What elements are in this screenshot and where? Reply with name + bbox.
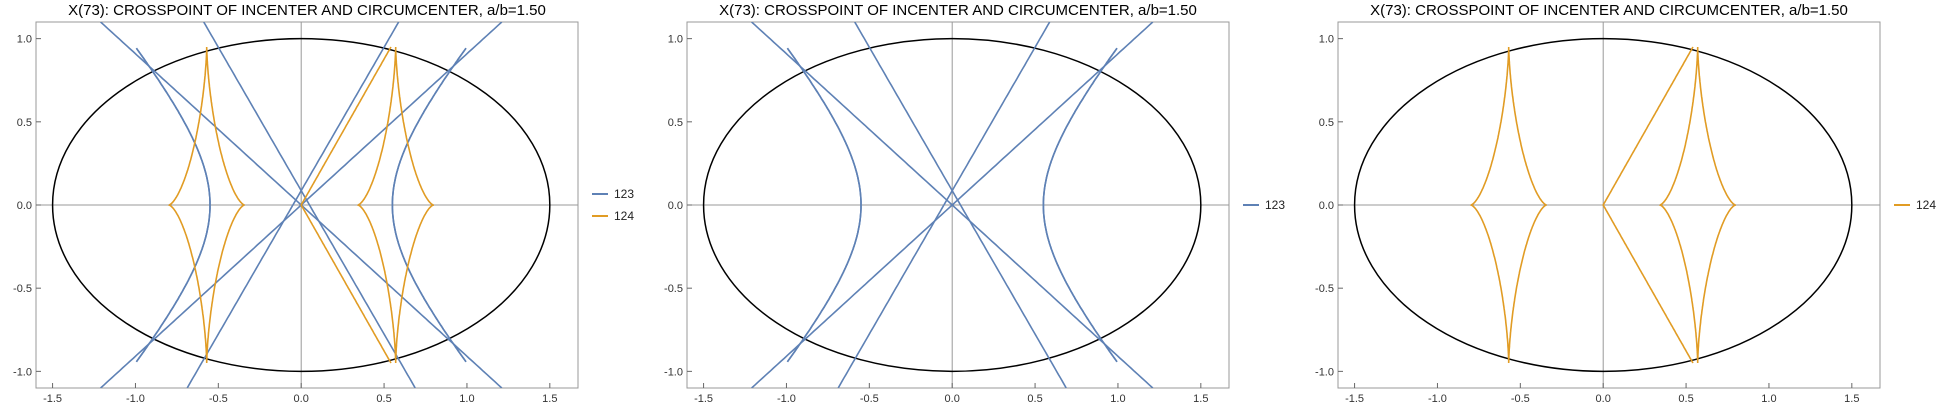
x-tick-label: 0.5 <box>376 393 391 405</box>
x-tick-label: -1.0 <box>1428 393 1447 405</box>
chart-title: X(73): CROSSPOINT OF INCENTER AND CIRCUM… <box>719 2 1197 19</box>
y-tick-label: 0.5 <box>17 117 32 129</box>
x-tick-label: 0.5 <box>1678 393 1693 405</box>
x-tick-label: 1.0 <box>1110 393 1125 405</box>
y-tick-label: -1.0 <box>1315 366 1334 378</box>
series-124-line <box>300 46 392 364</box>
chart-panel-3: X(73): CROSSPOINT OF INCENTER AND CIRCUM… <box>1302 0 1947 406</box>
y-tick-label: -0.5 <box>664 283 683 295</box>
x-tick-label: -1.5 <box>1345 393 1364 405</box>
y-tick-label: 0.0 <box>1319 200 1334 212</box>
x-tick-label: -1.5 <box>43 393 62 405</box>
series-123-line <box>751 22 1154 388</box>
y-tick-label: -1.0 <box>664 366 683 378</box>
x-tick-label: 0.5 <box>1027 393 1042 405</box>
series-123-line <box>391 47 467 363</box>
y-tick-label: 0.5 <box>668 117 683 129</box>
y-tick-label: -0.5 <box>13 283 32 295</box>
x-tick-label: 1.5 <box>1193 393 1208 405</box>
plot-area <box>702 22 1202 388</box>
chart-panel-2: X(73): CROSSPOINT OF INCENTER AND CIRCUM… <box>651 0 1300 406</box>
chart-svg-2: X(73): CROSSPOINT OF INCENTER AND CIRCUM… <box>664 2 1285 405</box>
ellipse-curve <box>1353 37 1853 373</box>
series-124-line <box>1659 47 1736 363</box>
series-124-line <box>357 47 434 363</box>
x-tick-label: 0.0 <box>945 393 960 405</box>
y-tick-label: 0.0 <box>17 200 32 212</box>
x-tick-label: 0.0 <box>294 393 309 405</box>
x-tick-label: -1.0 <box>126 393 145 405</box>
y-tick-label: -1.0 <box>13 366 32 378</box>
legend-label-123: 123 <box>1265 198 1285 212</box>
series-123-line <box>1042 47 1118 363</box>
series-123-line <box>135 47 211 363</box>
legend-label-124: 124 <box>614 209 634 223</box>
y-tick-label: 1.0 <box>17 34 32 46</box>
x-tick-label: -1.0 <box>777 393 796 405</box>
x-tick-label: -1.5 <box>694 393 713 405</box>
y-tick-label: 1.0 <box>668 34 683 46</box>
series-124-line <box>1602 46 1694 364</box>
x-tick-label: 1.0 <box>1761 393 1776 405</box>
chart-title: X(73): CROSSPOINT OF INCENTER AND CIRCUM… <box>68 2 546 19</box>
y-tick-label: -0.5 <box>1315 283 1334 295</box>
x-tick-label: 1.0 <box>459 393 474 405</box>
series-123-line <box>186 22 400 388</box>
series-124-line <box>168 47 245 363</box>
legend-label-123: 123 <box>614 187 634 201</box>
series-124-line <box>1470 47 1547 363</box>
x-tick-label: -0.5 <box>209 393 228 405</box>
chart-svg-1: X(73): CROSSPOINT OF INCENTER AND CIRCUM… <box>13 2 634 405</box>
x-tick-label: 1.5 <box>542 393 557 405</box>
x-tick-label: -0.5 <box>860 393 879 405</box>
legend-label-124: 124 <box>1916 198 1936 212</box>
y-tick-label: 0.5 <box>1319 117 1334 129</box>
plot-area <box>51 22 551 388</box>
series-123-line <box>854 22 1067 388</box>
x-tick-label: 0.0 <box>1596 393 1611 405</box>
chart-title: X(73): CROSSPOINT OF INCENTER AND CIRCUM… <box>1370 2 1848 19</box>
series-123-line <box>837 22 1051 388</box>
x-tick-label: -0.5 <box>1511 393 1530 405</box>
chart-panel-1: X(73): CROSSPOINT OF INCENTER AND CIRCUM… <box>0 0 649 406</box>
ellipse-curve <box>702 37 1202 373</box>
ellipse-curve <box>51 37 551 373</box>
series-123-line <box>786 47 862 363</box>
y-tick-label: 0.0 <box>668 200 683 212</box>
chart-svg-3: X(73): CROSSPOINT OF INCENTER AND CIRCUM… <box>1315 2 1936 405</box>
plot-area <box>1353 37 1853 373</box>
y-tick-label: 1.0 <box>1319 34 1334 46</box>
x-tick-label: 1.5 <box>1844 393 1859 405</box>
series-123-line <box>203 22 416 388</box>
